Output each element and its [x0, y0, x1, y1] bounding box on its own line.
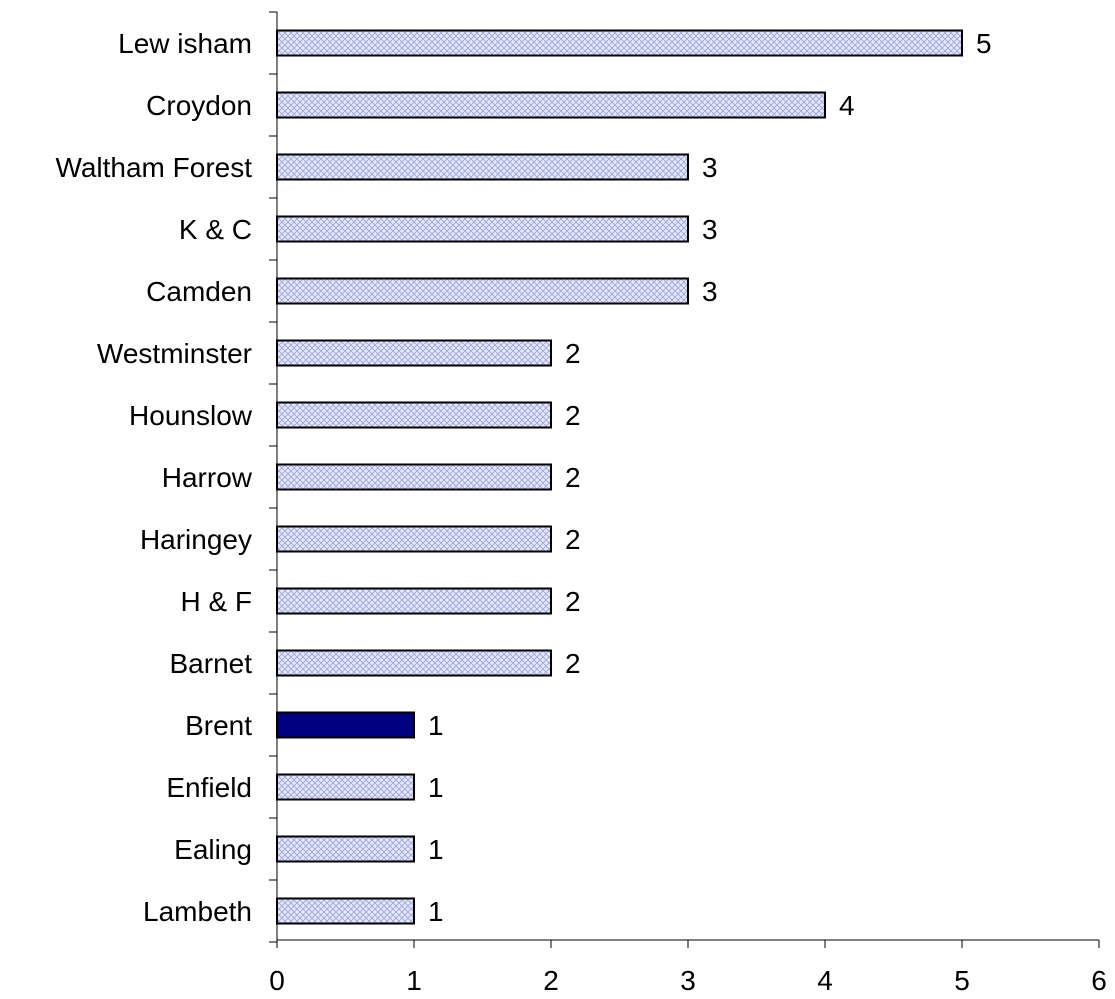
data-label: 2: [565, 400, 581, 431]
data-label: 3: [702, 152, 718, 183]
labels-group: Lew isham 5 Croydon 4 Waltham Forest 3 K & C 3 C…: [55, 28, 1106, 996]
category-label: Croydon: [146, 90, 252, 121]
data-label: 4: [839, 90, 855, 121]
x-tick-label: 6: [1091, 965, 1107, 996]
x-tick-label: 0: [269, 965, 285, 996]
bars-group: [276, 29, 963, 925]
data-label: 1: [428, 896, 444, 927]
bar-hounslow: [276, 401, 552, 429]
category-label: Ealing: [174, 834, 252, 865]
axes-group: [269, 11, 1100, 948]
category-label: Camden: [146, 276, 252, 307]
category-label: Waltham Forest: [55, 152, 252, 183]
bar-harrow: [276, 463, 552, 491]
category-label: Haringey: [140, 524, 252, 555]
bar-barnet: [276, 649, 552, 677]
category-label: K & C: [179, 214, 252, 245]
data-label: 5: [976, 28, 992, 59]
x-tick-label: 5: [954, 965, 970, 996]
category-label: Brent: [185, 710, 252, 741]
bar-h-f: [276, 587, 552, 615]
category-label: Hounslow: [129, 400, 253, 431]
bar-lew-isham: [276, 29, 963, 57]
x-tick-label: 3: [680, 965, 696, 996]
bar-lambeth: [276, 897, 415, 925]
x-tick-label: 2: [543, 965, 559, 996]
data-label: 2: [565, 586, 581, 617]
category-label: Westminster: [97, 338, 252, 369]
category-label: Enfield: [166, 772, 252, 803]
bar-ealing: [276, 835, 415, 863]
data-label: 3: [702, 214, 718, 245]
data-label: 2: [565, 524, 581, 555]
bar-westminster: [276, 339, 552, 367]
data-label: 2: [565, 338, 581, 369]
x-tick-label: 1: [406, 965, 422, 996]
category-label: Lambeth: [143, 896, 252, 927]
category-label: Lew isham: [118, 28, 252, 59]
bar-enfield: [276, 773, 415, 801]
category-label: Barnet: [170, 648, 253, 679]
bar-k-c: [276, 215, 689, 243]
bar-camden: [276, 277, 689, 305]
bar-croydon: [276, 91, 826, 119]
data-label: 1: [428, 710, 444, 741]
data-label: 2: [565, 648, 581, 679]
data-label: 1: [428, 834, 444, 865]
bar-brent: [276, 711, 415, 739]
data-label: 2: [565, 462, 581, 493]
x-tick-label: 4: [817, 965, 833, 996]
data-label: 1: [428, 772, 444, 803]
bar-haringey: [276, 525, 552, 553]
bar-waltham-forest: [276, 153, 689, 181]
data-label: 3: [702, 276, 718, 307]
category-label: Harrow: [162, 462, 253, 493]
category-label: H & F: [180, 586, 252, 617]
